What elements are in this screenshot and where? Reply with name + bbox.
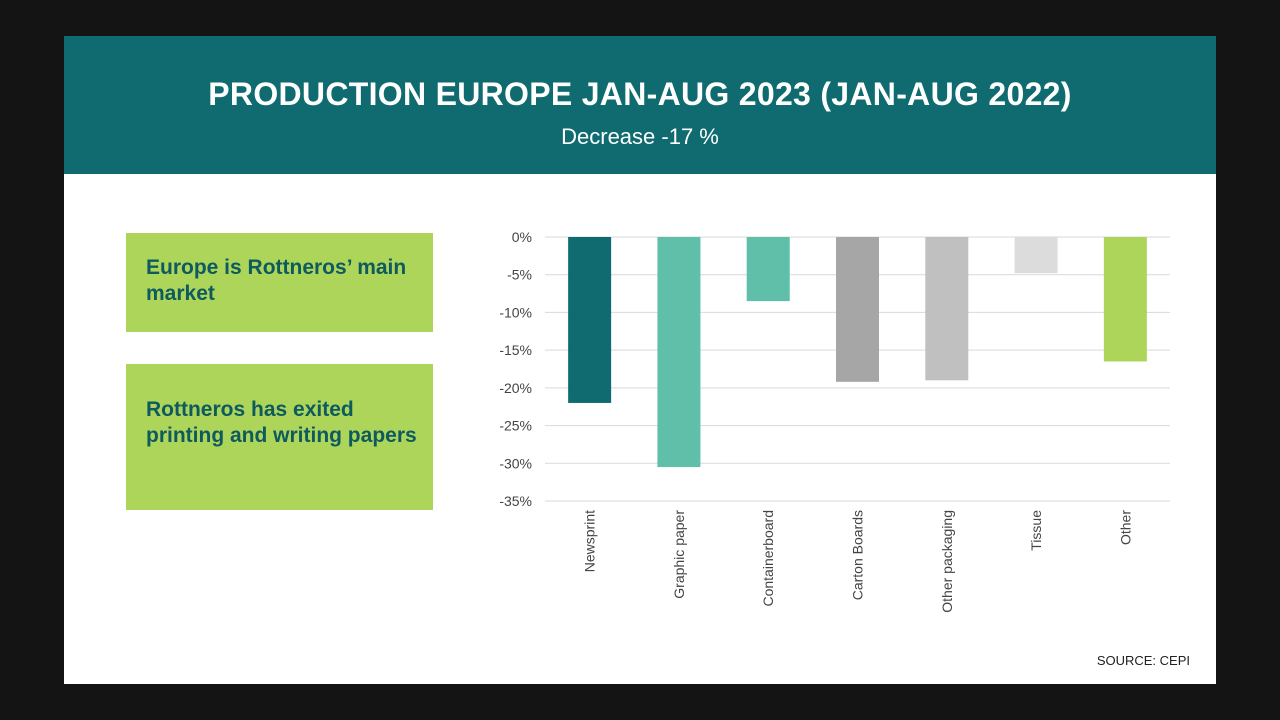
x-category-label: Containerboard [760,510,776,607]
y-tick-label: -10% [499,304,532,320]
bar-newsprint [568,237,612,403]
bar-containerboard [746,237,790,302]
source-note: SOURCE: CEPI [1096,653,1190,668]
bar-carton-boards [836,237,879,382]
callout-main-market: Europe is Rottneros’ main market [126,233,433,332]
callout-exited-printing: Rottneros has exited printing and writin… [126,364,433,510]
page-title: PRODUCTION EUROPE JAN-AUG 2023 (JAN-AUG … [208,76,1072,112]
bar-graphic-paper [657,237,701,468]
bar-other-packaging [925,237,969,381]
x-category-label: Tissue [1028,510,1044,551]
y-tick-label: -15% [499,342,532,358]
page-subtitle: Decrease -17 % [561,124,719,149]
header-banner: PRODUCTION EUROPE JAN-AUG 2023 (JAN-AUG … [64,36,1216,174]
x-category-label: Newsprint [582,510,598,572]
x-category-label: Graphic paper [671,510,687,599]
bar-other [1103,237,1147,362]
bar-tissue [1014,237,1058,274]
x-category-label: Other packaging [939,510,955,613]
y-tick-label: -35% [499,493,532,509]
bar-chart: 0% -5% -10% -15% -20% -25% -30% -35% Newsprint Gr… [499,229,1170,613]
y-tick-label: -30% [499,455,532,471]
x-category-label: Other [1117,510,1133,545]
y-tick-label: 0% [512,229,532,245]
y-tick-label: -20% [499,380,532,396]
x-category-label: Carton Boards [850,510,866,600]
y-tick-label: -5% [507,267,532,283]
slide: PRODUCTION EUROPE JAN-AUG 2023 (JAN-AUG … [64,36,1216,684]
y-tick-label: -25% [499,418,532,434]
